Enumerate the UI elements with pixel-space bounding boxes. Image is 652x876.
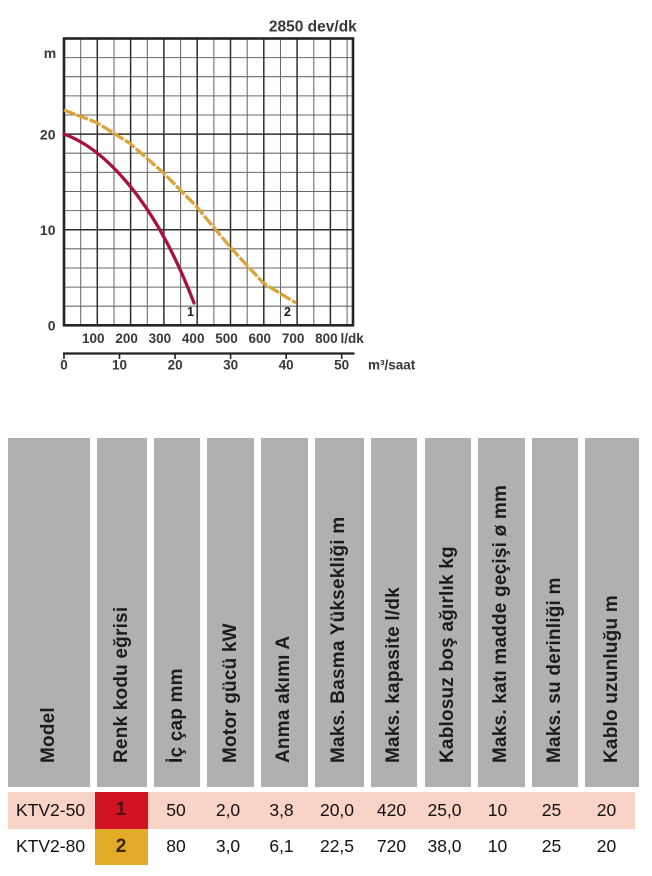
- svg-text:30: 30: [223, 358, 238, 373]
- svg-text:2850 dev/dk: 2850 dev/dk: [269, 19, 357, 36]
- svg-text:1: 1: [187, 305, 194, 319]
- svg-text:600: 600: [249, 331, 272, 346]
- svg-text:20: 20: [40, 127, 56, 143]
- svg-text:10: 10: [40, 222, 56, 238]
- svg-text:0: 0: [48, 318, 56, 334]
- svg-text:40: 40: [279, 358, 294, 373]
- svg-text:400: 400: [182, 331, 205, 346]
- svg-text:200: 200: [115, 331, 138, 346]
- svg-text:m: m: [44, 45, 56, 61]
- svg-text:50: 50: [334, 358, 349, 373]
- svg-text:m³/saat: m³/saat: [368, 358, 416, 373]
- svg-text:l/dk: l/dk: [341, 331, 365, 346]
- svg-text:10: 10: [112, 358, 127, 373]
- svg-text:20: 20: [168, 358, 183, 373]
- svg-text:700: 700: [282, 331, 305, 346]
- svg-text:300: 300: [149, 331, 172, 346]
- svg-text:2: 2: [284, 305, 291, 319]
- svg-text:0: 0: [60, 358, 68, 373]
- svg-text:100: 100: [82, 331, 105, 346]
- svg-text:500: 500: [215, 331, 238, 346]
- svg-text:800: 800: [315, 331, 338, 346]
